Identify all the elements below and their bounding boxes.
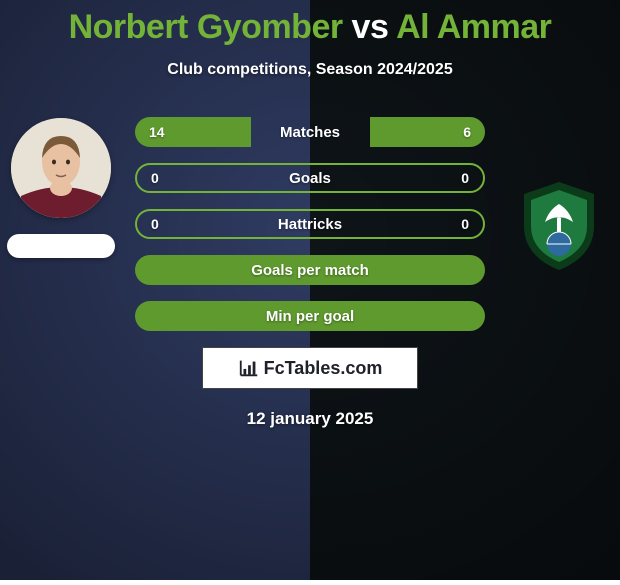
stat-left-value: 0 bbox=[151, 170, 159, 186]
stat-row: 0 0 Goals bbox=[135, 163, 485, 193]
brand-box: FcTables.com bbox=[202, 347, 418, 389]
stat-row: Min per goal bbox=[135, 301, 485, 331]
date-text: 12 january 2025 bbox=[0, 409, 620, 429]
stat-label: Goals per match bbox=[251, 262, 369, 279]
stat-label: Matches bbox=[280, 124, 340, 141]
stat-row: 0 0 Hattricks bbox=[135, 209, 485, 239]
stat-right-value: 0 bbox=[461, 170, 469, 186]
title-player2: Al Ammar bbox=[396, 8, 551, 46]
comparison-title: Norbert Gyomber vs Al Ammar bbox=[0, 0, 620, 47]
title-vs: vs bbox=[352, 8, 389, 46]
stat-row: 14 6 Matches bbox=[135, 117, 485, 147]
brand-chart-icon bbox=[238, 357, 260, 379]
stat-left-value: 0 bbox=[151, 216, 159, 232]
stat-row: Goals per match bbox=[135, 255, 485, 285]
stat-left-value: 14 bbox=[149, 124, 165, 140]
stat-label: Min per goal bbox=[266, 308, 354, 325]
stat-label: Goals bbox=[289, 170, 331, 187]
subtitle: Club competitions, Season 2024/2025 bbox=[0, 61, 620, 79]
stat-right-value: 0 bbox=[461, 216, 469, 232]
title-player1: Norbert Gyomber bbox=[69, 8, 343, 46]
stat-right-value: 6 bbox=[463, 124, 471, 140]
stat-label: Hattricks bbox=[278, 216, 342, 233]
stats-container: 14 6 Matches 0 0 Goals 0 0 Hattricks Goals per ma… bbox=[0, 117, 620, 331]
brand-text: FcTables.com bbox=[264, 358, 383, 379]
